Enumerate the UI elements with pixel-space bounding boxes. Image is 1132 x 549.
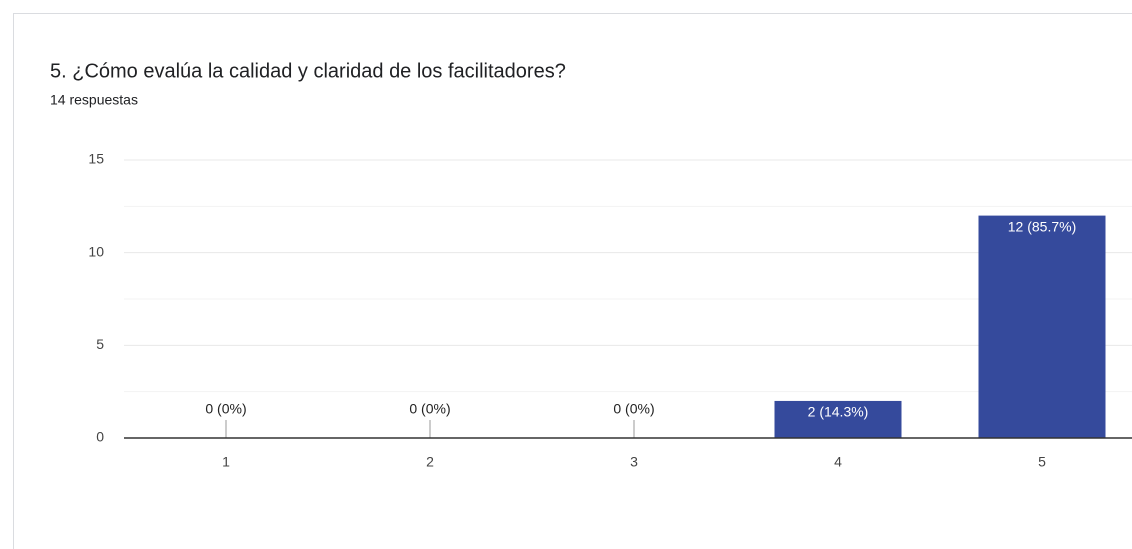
value-label: 0 (0%): [409, 401, 450, 417]
x-tick-label: 1: [222, 454, 230, 470]
value-label: 2 (14.3%): [808, 404, 869, 420]
chart-title: 5. ¿Cómo evalúa la calidad y claridad de…: [50, 60, 566, 82]
value-label: 0 (0%): [205, 401, 246, 417]
y-tick-label: 5: [96, 336, 104, 352]
bar: [774, 400, 902, 438]
bar: [978, 215, 1106, 438]
x-tick-label: 5: [1038, 454, 1046, 470]
value-label: 0 (0%): [613, 401, 654, 417]
card: [13, 13, 1132, 549]
x-tick-label: 4: [834, 454, 842, 470]
chart-subtitle: 14 respuestas: [50, 92, 138, 108]
y-tick-label: 0: [96, 429, 104, 445]
y-tick-label: 10: [88, 243, 104, 259]
y-tick-label: 15: [88, 151, 104, 167]
value-label: 12 (85.7%): [1008, 218, 1076, 234]
x-tick-label: 2: [426, 454, 434, 470]
x-tick-label: 3: [630, 454, 638, 470]
